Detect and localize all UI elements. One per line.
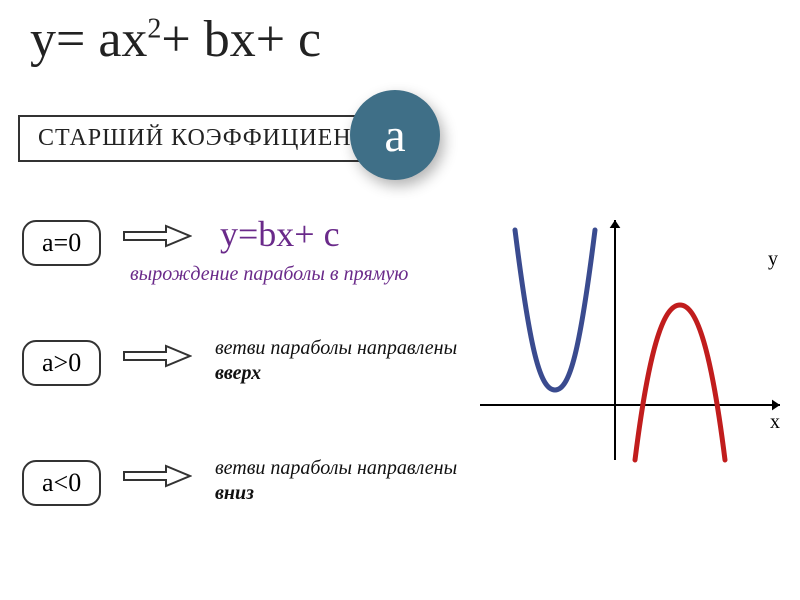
title-lhs: y= ax bbox=[30, 11, 147, 68]
arrow-icon bbox=[122, 224, 192, 248]
formula-title: y= ax2+ bx+ c bbox=[30, 10, 321, 69]
note-branches-down: ветви параболы направлены вниз bbox=[215, 456, 495, 506]
coefficient-a-badge: a bbox=[350, 90, 440, 180]
title-sup: 2 bbox=[147, 14, 161, 45]
leading-coefficient-label: СТАРШИЙ КОЭФФИЦИЕНТ bbox=[18, 115, 387, 162]
note-branches-up: ветви параболы направлены вверх bbox=[215, 336, 495, 386]
case-a-less-zero: a<0 bbox=[22, 460, 101, 506]
note-degeneration: вырождение параболы в прямую bbox=[130, 262, 410, 287]
note-down-text: ветви параболы направлены bbox=[215, 457, 457, 479]
title-rhs: + bx+ c bbox=[161, 11, 321, 68]
note-down-bold: вниз bbox=[215, 482, 254, 504]
case-a-equals-zero: a=0 bbox=[22, 220, 101, 266]
note-up-bold: вверх bbox=[215, 362, 261, 384]
parabola-chart: yx bbox=[470, 210, 790, 470]
svg-text:y: y bbox=[768, 248, 778, 270]
svg-text:x: x bbox=[770, 411, 780, 433]
note-up-text: ветви параболы направлены bbox=[215, 337, 457, 359]
case-a-greater-zero: a>0 bbox=[22, 340, 101, 386]
linear-equation: y=bx+ c bbox=[220, 213, 340, 255]
arrow-icon bbox=[122, 464, 192, 488]
arrow-icon bbox=[122, 344, 192, 368]
